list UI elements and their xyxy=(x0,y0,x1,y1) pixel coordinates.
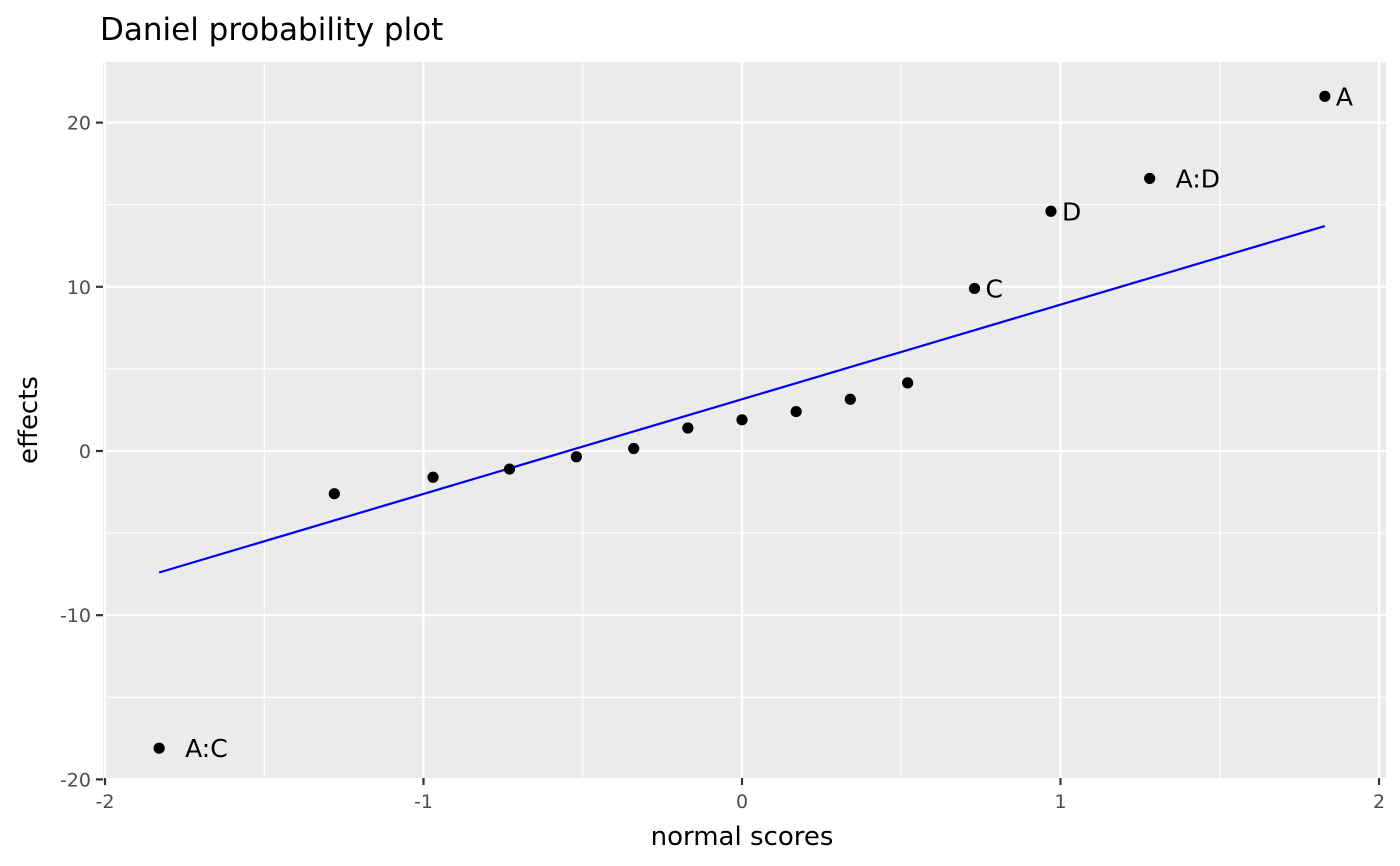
data-point xyxy=(570,451,582,463)
reference-line xyxy=(158,224,1326,574)
data-point xyxy=(1045,205,1057,217)
minor-grid xyxy=(103,62,1386,778)
x-axis-title: normal scores xyxy=(651,822,834,852)
data-point xyxy=(503,463,516,475)
data-point xyxy=(1319,90,1331,102)
chart-title: Daniel probability plot xyxy=(100,12,443,48)
data-point xyxy=(736,414,748,426)
x-tick-label: 0 xyxy=(736,791,748,813)
data-point xyxy=(427,471,439,483)
y-tick-label: -10 xyxy=(60,605,91,627)
y-tick-label: -20 xyxy=(60,769,91,791)
data-point xyxy=(682,422,694,434)
reference-line-group xyxy=(158,224,1326,574)
point-labels: A:C C D A:D A xyxy=(185,82,1353,763)
data-point xyxy=(328,488,340,500)
data-point xyxy=(968,282,981,295)
x-tick-label: 1 xyxy=(1054,791,1066,813)
data-point xyxy=(790,405,802,418)
y-axis-title: effects xyxy=(14,376,44,464)
y-tick-label: 10 xyxy=(67,277,91,299)
data-point xyxy=(844,393,856,405)
point-label: A:C xyxy=(185,734,228,763)
data-point xyxy=(902,377,914,389)
data-point xyxy=(628,442,640,455)
y-tick-label: 0 xyxy=(79,441,91,463)
data-point xyxy=(153,742,165,754)
x-tick-label: -2 xyxy=(96,791,115,813)
x-tick-label: -1 xyxy=(414,791,433,813)
y-tick-label: 20 xyxy=(67,113,91,135)
x-axis-ticks: -2 -1 0 1 2 xyxy=(96,778,1385,813)
point-label: D xyxy=(1062,197,1081,226)
data-point xyxy=(1144,172,1156,185)
data-points xyxy=(153,90,1331,754)
y-axis-ticks: -20 -10 0 10 20 xyxy=(60,113,103,791)
point-label: A xyxy=(1336,82,1353,111)
point-label: C xyxy=(986,274,1003,303)
x-tick-label: 2 xyxy=(1373,791,1385,813)
point-label: A:D xyxy=(1176,164,1220,193)
